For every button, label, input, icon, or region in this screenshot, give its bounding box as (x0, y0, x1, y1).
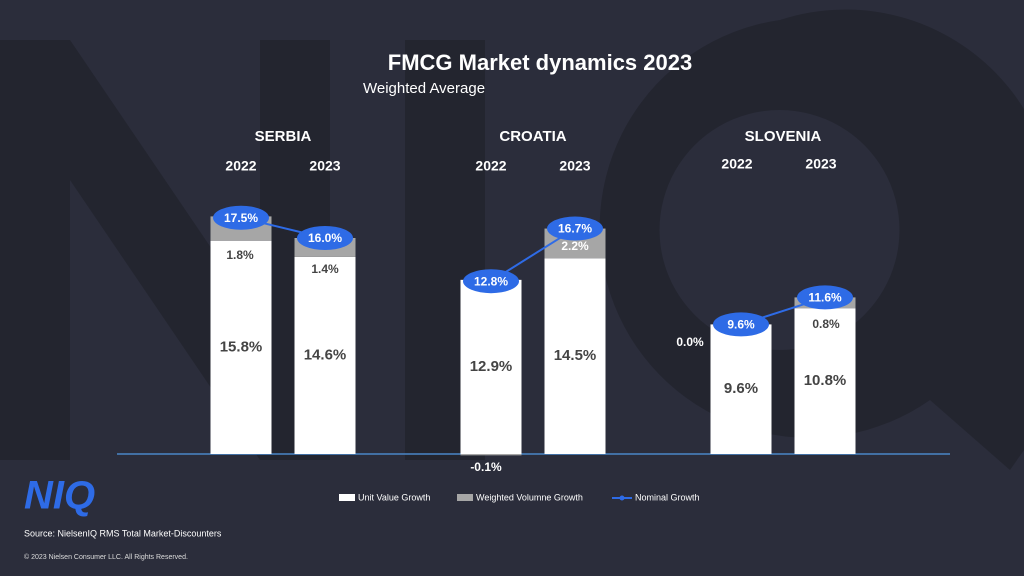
bar-segment (460, 279, 522, 454)
data-label: 12.9% (470, 358, 513, 375)
subtitle: Weighted Average (363, 80, 485, 97)
panel-title: CROATIA (499, 128, 566, 145)
data-label: 1.8% (226, 248, 254, 262)
line-marker (713, 312, 769, 337)
title: FMCG Market dynamics 2023 (388, 50, 692, 75)
data-label: 16.0% (308, 231, 342, 245)
bar-segment (794, 308, 856, 454)
data-label: 14.5% (554, 347, 597, 364)
line-marker (547, 216, 603, 241)
data-label: 9.6% (727, 318, 755, 332)
line-marker (213, 205, 269, 230)
legend-swatch (457, 494, 473, 501)
data-label: 2.2% (561, 239, 589, 253)
category-label: 2022 (225, 158, 256, 174)
category-label: 2022 (721, 156, 752, 172)
data-label: 14.6% (304, 346, 347, 363)
legend-label: Weighted Volumne Growth (476, 492, 583, 502)
logo: NIQ (24, 474, 95, 518)
copyright: © 2023 Nielsen Consumer LLC. All Rights … (24, 553, 188, 561)
data-label: 0.0% (676, 335, 704, 349)
line-marker (463, 269, 519, 294)
data-label: 9.6% (724, 380, 758, 397)
panel-title: SLOVENIA (745, 128, 822, 145)
line-marker (297, 226, 353, 250)
legend-swatch (619, 495, 625, 501)
data-label: 1.4% (311, 262, 339, 276)
category-label: 2023 (559, 158, 590, 174)
data-label: 16.7% (558, 222, 592, 236)
watermark-q (599, 9, 1024, 470)
data-label: -0.1% (470, 460, 502, 474)
category-label: 2022 (475, 158, 506, 174)
legend-label: Nominal Growth (635, 492, 700, 502)
legend-label: Unit Value Growth (358, 492, 430, 502)
data-label: 17.5% (224, 211, 258, 225)
data-label: 12.8% (474, 274, 508, 288)
data-label: 0.8% (812, 317, 840, 331)
bar-segment (210, 240, 272, 454)
bar-segment (460, 454, 522, 456)
panel-title: SERBIA (255, 128, 312, 145)
legend-swatch (339, 494, 355, 501)
category-label: 2023 (805, 156, 836, 172)
category-label: 2023 (309, 158, 340, 174)
line-marker (797, 285, 853, 310)
data-label: 11.6% (808, 291, 842, 305)
legend: Unit Value Growth Weighted Volumne Growt… (339, 492, 700, 502)
source: Source: NielsenIQ RMS Total Market-Disco… (24, 528, 222, 538)
data-label: 15.8% (220, 338, 263, 355)
data-label: 10.8% (804, 372, 847, 389)
bar-segment (710, 324, 772, 454)
bar-segment (294, 256, 356, 454)
bar-segment (544, 258, 606, 454)
